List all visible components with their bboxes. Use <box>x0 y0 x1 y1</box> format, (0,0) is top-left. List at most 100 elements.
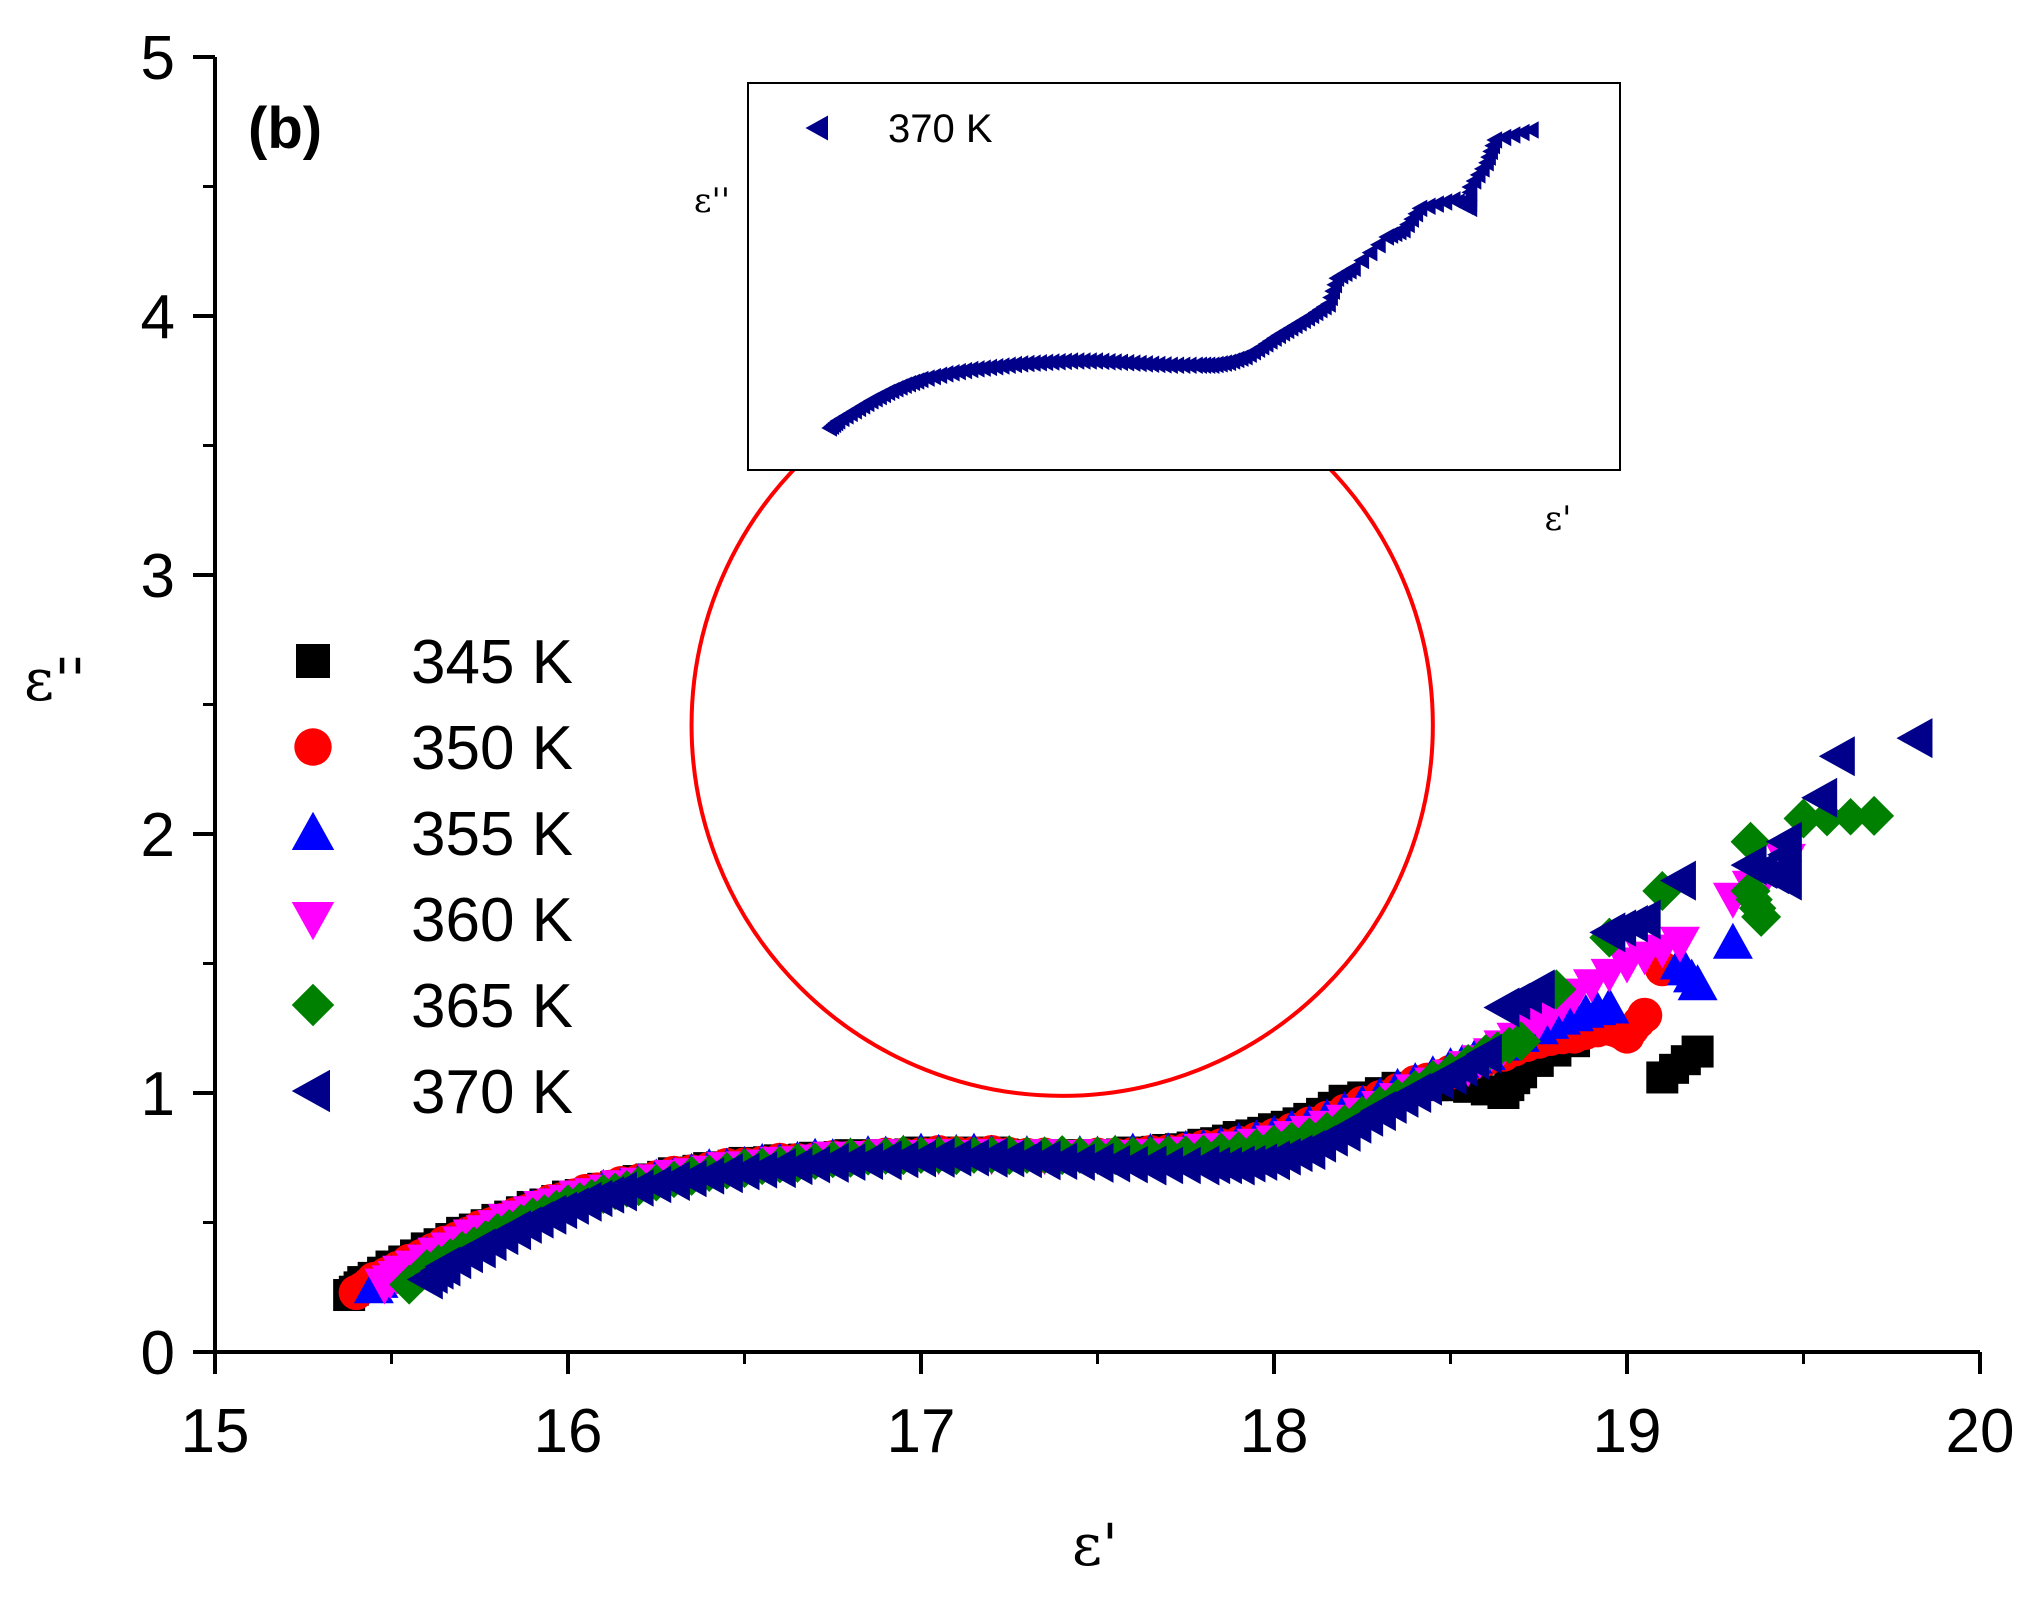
legend-label: 360 K <box>411 886 573 955</box>
inset-data-point <box>1436 193 1453 211</box>
data-point <box>865 1140 902 1181</box>
data-point <box>1501 1021 1542 1062</box>
data-point <box>1518 969 1555 1010</box>
data-point <box>1430 1054 1467 1095</box>
series-360-K <box>364 843 1806 1305</box>
data-point <box>1359 1091 1396 1132</box>
y-tick-label: 0 <box>141 1319 175 1388</box>
data-point <box>902 1139 936 1178</box>
inset-data-point <box>1495 128 1512 147</box>
y-tick-label: 2 <box>141 801 175 870</box>
x-axis-title: ε' <box>1072 1511 1118 1579</box>
series-370-K <box>406 718 1933 1300</box>
data-point <box>1896 718 1933 759</box>
inset-x-label: ε' <box>1545 499 1572 539</box>
legend-label: 355 K <box>411 800 573 869</box>
legend-label: 365 K <box>411 972 573 1041</box>
data-points-layer <box>333 352 1933 1312</box>
data-point <box>495 1210 532 1251</box>
panel-label: (b) <box>248 96 322 161</box>
legend-marker <box>294 728 332 766</box>
data-point <box>1730 845 1767 886</box>
inset-data-point <box>1361 243 1378 262</box>
data-point <box>1818 736 1855 777</box>
y-tick-label: 4 <box>141 283 175 352</box>
inset-panel: 370 K ε'' ε' <box>694 82 1621 539</box>
data-point <box>1765 821 1802 862</box>
data-point <box>690 1157 725 1195</box>
data-point <box>1712 922 1753 959</box>
data-point <box>743 1151 778 1189</box>
data-point <box>1589 987 1630 1024</box>
inset-data-point <box>943 363 960 382</box>
data-point <box>1589 912 1626 953</box>
data-point <box>849 1142 884 1180</box>
legend-marker <box>291 983 335 1027</box>
data-point <box>796 1145 831 1184</box>
inset-frame <box>747 82 1621 471</box>
axes-frame: 15 16 17 18 19 20 0 1 2 3 4 5 <box>141 24 2015 1466</box>
inset-data-point <box>1369 236 1386 254</box>
data-point <box>1130 1145 1167 1186</box>
data-point <box>1677 964 1718 1001</box>
legend-marker <box>291 811 335 850</box>
data-point <box>1854 795 1895 836</box>
inset-data-point <box>1513 123 1530 142</box>
data-point <box>600 1171 637 1212</box>
x-tick-label: 15 <box>181 1397 250 1466</box>
inset-legend-marker <box>805 115 828 141</box>
data-point <box>1008 1140 1042 1179</box>
data-point <box>637 1165 672 1204</box>
data-point <box>1254 1140 1290 1181</box>
legend-marker <box>296 644 330 678</box>
inset-data-point <box>1486 131 1503 149</box>
y-tick-label: 5 <box>141 24 175 93</box>
x-tick-label: 16 <box>534 1397 603 1466</box>
inset-data-point <box>956 361 973 380</box>
data-point <box>1061 1143 1095 1181</box>
y-tick-label: 1 <box>141 1060 175 1129</box>
legend-label: 350 K <box>411 714 573 783</box>
data-point <box>653 1161 690 1202</box>
inset-data-point <box>1504 126 1521 144</box>
inset-series-370K <box>821 121 1539 437</box>
data-point <box>459 1228 496 1269</box>
data-point <box>1646 1061 1679 1094</box>
data-point <box>1659 860 1696 901</box>
data-point <box>759 1148 796 1189</box>
legend: 345 K 350 K 355 K 360 K 365 K 370 K <box>291 628 573 1127</box>
inset-data-point <box>937 365 954 383</box>
inset-data-point <box>1345 259 1361 278</box>
data-point <box>1831 797 1870 836</box>
data-point <box>1765 860 1802 901</box>
legend-marker <box>291 1069 330 1113</box>
data-point <box>530 1194 567 1235</box>
data-point <box>971 1137 1008 1178</box>
legend-label: 345 K <box>411 628 573 697</box>
data-point <box>1218 1145 1255 1186</box>
data-point <box>1741 896 1782 937</box>
inset-y-label: ε'' <box>694 181 730 221</box>
inset-data-point <box>950 362 966 381</box>
legend-label: 370 K <box>411 1058 573 1127</box>
data-point <box>1289 1129 1326 1170</box>
data-point <box>1624 899 1661 940</box>
data-point <box>706 1153 743 1194</box>
data-point <box>565 1181 602 1222</box>
x-tick-label: 19 <box>1593 1397 1662 1466</box>
data-point <box>1114 1145 1148 1184</box>
inset-data-point <box>1428 195 1444 213</box>
data-point <box>1324 1111 1361 1152</box>
data-point <box>1659 926 1700 963</box>
data-point <box>1395 1073 1432 1113</box>
data-point <box>1183 1145 1220 1186</box>
data-point <box>1627 997 1663 1033</box>
data-point <box>1681 1035 1714 1068</box>
inset-data-point <box>1353 251 1370 270</box>
x-tick-label: 20 <box>1946 1397 2015 1466</box>
x-tick-label: 17 <box>887 1397 956 1466</box>
inset-legend-label: 370 K <box>888 107 993 151</box>
inset-data-point <box>1419 197 1436 216</box>
data-point <box>424 1246 461 1287</box>
